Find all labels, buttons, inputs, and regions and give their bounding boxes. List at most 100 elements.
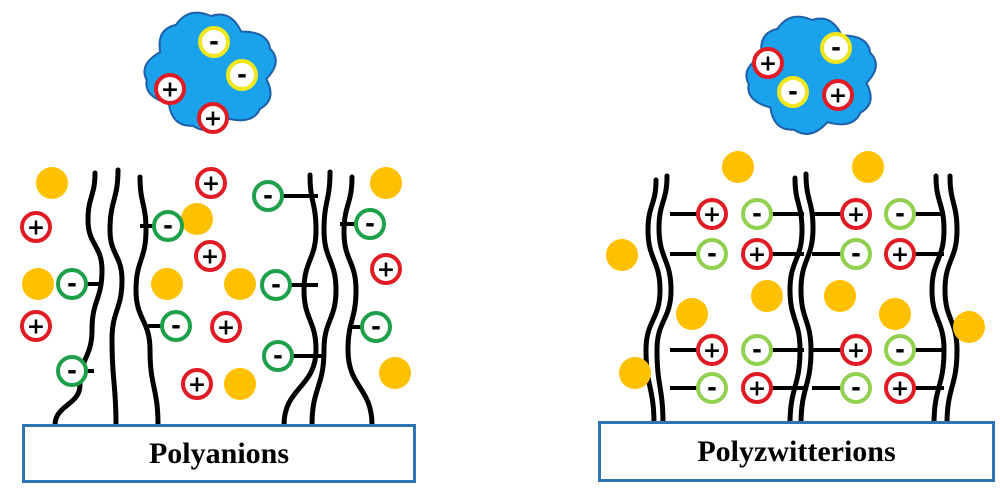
negative-charge: - (152, 210, 184, 242)
svg-text:+: + (202, 172, 220, 197)
counterion (181, 203, 213, 235)
counterion (953, 311, 985, 343)
negative-charge: - (198, 26, 230, 58)
polymer-chain (942, 173, 960, 427)
negative-charge: - (840, 238, 872, 270)
positive-charge: + (194, 240, 226, 272)
svg-text:-: - (163, 212, 173, 240)
counterion (224, 268, 256, 300)
counterions (22, 151, 985, 400)
negative-charge: - (56, 355, 88, 387)
negative-charge: - (741, 334, 773, 366)
svg-text:+: + (204, 107, 222, 132)
svg-text:-: - (831, 34, 841, 62)
charges: --++-+- +---------++++++++ -- ++ -- ++ -- ++ -- + (20, 26, 916, 404)
svg-text:-: - (851, 374, 861, 402)
svg-text:+: + (703, 203, 721, 228)
counterion (676, 298, 708, 330)
svg-text:+: + (201, 245, 219, 270)
positive-charge: + (741, 372, 773, 404)
svg-text:-: - (271, 271, 281, 299)
negative-charge: - (360, 311, 392, 343)
positive-charge: + (741, 238, 773, 270)
positive-charge: + (370, 253, 402, 285)
positive-charge: + (210, 311, 242, 343)
svg-text:+: + (847, 203, 865, 228)
svg-text:-: - (273, 342, 283, 370)
positive-charge: + (840, 334, 872, 366)
negative-charge: - (354, 208, 386, 240)
negative-charge: - (741, 198, 773, 230)
positive-charge: + (181, 368, 213, 400)
svg-text:+: + (829, 84, 847, 109)
positive-charge: + (20, 310, 52, 342)
polyzwitterions-label: Polyzwitterions (697, 434, 896, 468)
positive-charge: + (884, 372, 916, 404)
negative-charge: - (840, 372, 872, 404)
negative-charge: - (777, 76, 809, 108)
counterion (224, 368, 256, 400)
polymer-chains (52, 167, 960, 428)
svg-text:-: - (788, 78, 798, 106)
polymer-chain (281, 172, 319, 428)
counterion (370, 167, 402, 199)
counterion (22, 268, 54, 300)
svg-text:+: + (161, 78, 179, 103)
svg-text:+: + (703, 339, 721, 364)
svg-text:+: + (217, 316, 235, 341)
svg-text:+: + (377, 258, 395, 283)
polyanions-substrate: Polyanions (22, 424, 416, 483)
svg-text:-: - (209, 28, 219, 56)
polymer-chain (787, 175, 805, 427)
positive-charge: + (696, 198, 728, 230)
polymer-chain (341, 174, 375, 428)
svg-text:-: - (895, 336, 905, 364)
svg-text:-: - (263, 182, 273, 210)
negative-charge: - (696, 238, 728, 270)
negative-charge: - (260, 269, 292, 301)
counterion (722, 151, 754, 183)
negative-charge: - (884, 198, 916, 230)
svg-text:-: - (752, 200, 762, 228)
counterion (751, 280, 783, 312)
polymer-chain (133, 174, 161, 428)
negative-charge: - (262, 340, 294, 372)
positive-charge: + (154, 73, 186, 105)
svg-text:-: - (171, 312, 181, 340)
polymer-chain (654, 173, 674, 427)
positive-charge: + (822, 79, 854, 111)
counterion (379, 357, 411, 389)
negative-charge: - (56, 268, 88, 300)
svg-text:-: - (707, 374, 717, 402)
svg-text:+: + (759, 52, 777, 77)
svg-text:-: - (851, 240, 861, 268)
counterion (824, 280, 856, 312)
negative-charge: - (696, 372, 728, 404)
positive-charge: + (884, 238, 916, 270)
svg-text:-: - (67, 357, 77, 385)
negative-charge: - (884, 334, 916, 366)
svg-text:-: - (67, 270, 77, 298)
polymer-chain (309, 169, 339, 428)
negative-charge: - (252, 180, 284, 212)
counterion (879, 298, 911, 330)
positive-charge: + (696, 334, 728, 366)
svg-text:+: + (748, 243, 766, 268)
positive-charge: + (197, 102, 229, 134)
polymer-chain (929, 173, 947, 427)
positive-charge: + (195, 167, 227, 199)
counterion (36, 167, 68, 199)
counterion (606, 239, 638, 271)
positive-charge: + (752, 47, 784, 79)
svg-text:-: - (895, 200, 905, 228)
svg-text:+: + (891, 243, 909, 268)
svg-text:-: - (237, 61, 247, 89)
svg-text:+: + (27, 216, 45, 241)
positive-charge: + (840, 198, 872, 230)
svg-text:+: + (748, 377, 766, 402)
svg-text:-: - (371, 313, 381, 341)
counterion (852, 151, 884, 183)
positive-charge: + (20, 211, 52, 243)
negative-charge: - (226, 59, 258, 91)
